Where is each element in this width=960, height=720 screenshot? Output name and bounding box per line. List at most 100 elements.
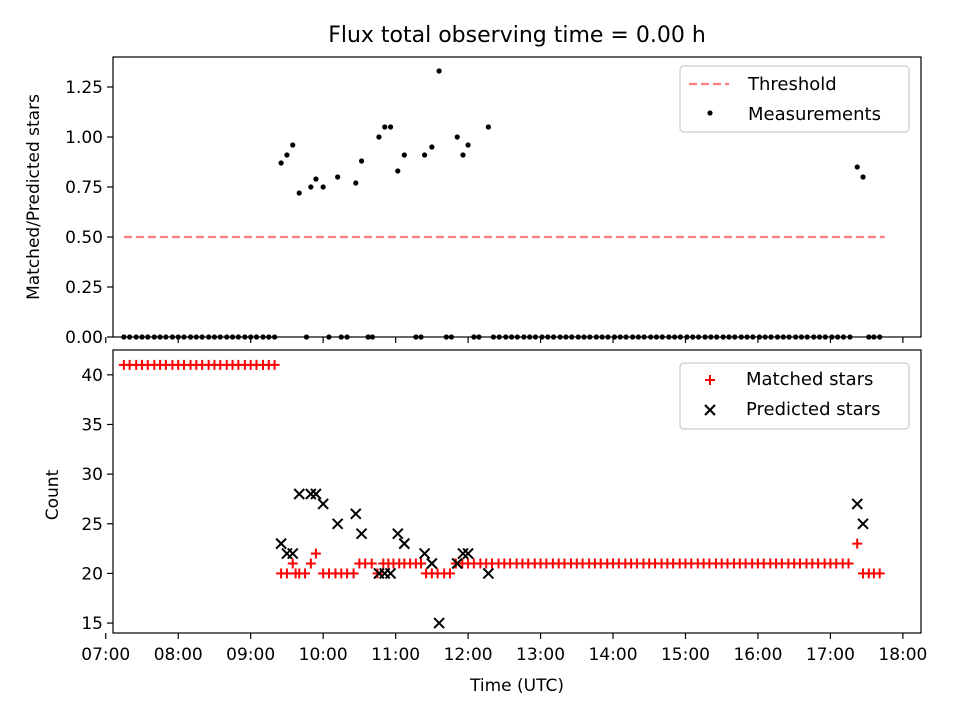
- predicted-star-point: [310, 488, 322, 500]
- bottom-y-tick-label: 40: [81, 366, 103, 386]
- measurement-point: [387, 124, 394, 130]
- x-tick-label: 12:00: [444, 645, 493, 665]
- x-tick-label: 13:00: [516, 645, 565, 665]
- matched-star-point: [852, 538, 863, 549]
- matched-star-point: [348, 568, 359, 579]
- top-y-tick-label: 1.00: [65, 128, 103, 148]
- predicted-star-point: [433, 617, 445, 629]
- measurement-point: [485, 124, 491, 130]
- legend-matched-label: Matched stars: [746, 369, 873, 390]
- matched-star-point: [874, 568, 885, 579]
- top-legend-frame: [679, 65, 910, 133]
- legend-predicted-label: Predicted stars: [746, 399, 880, 420]
- measurement-point: [465, 142, 471, 148]
- matched-star-point: [305, 558, 316, 569]
- x-tick-label: 10:00: [299, 645, 348, 665]
- predicted-star-point: [451, 557, 463, 570]
- measurement-point: [401, 152, 407, 158]
- top-y-tick-label: 0.75: [65, 178, 103, 198]
- predicted-star-point: [317, 498, 329, 510]
- predicted-star-point: [392, 527, 404, 540]
- predicted-star-point: [293, 488, 305, 500]
- predicted-star-point: [331, 518, 344, 530]
- measurement-point: [320, 184, 326, 190]
- matched-star-point: [287, 558, 298, 569]
- matched-star-point: [843, 558, 854, 569]
- top-panel: 0.00 0.25 0.50 0.75 1.00 1.25: [65, 56, 922, 348]
- measurement-point: [854, 164, 860, 170]
- measurement-point: [358, 158, 365, 164]
- top-y-tick-label: 1.25: [65, 78, 103, 98]
- predicted-star-point: [482, 567, 495, 580]
- measurement-point: [308, 184, 314, 190]
- x-tick-label: 16:00: [733, 645, 782, 665]
- legend-matched-marker: [705, 375, 715, 385]
- measurement-point: [429, 144, 435, 150]
- bottom-y-tick-label: 15: [81, 614, 103, 634]
- measurement-point: [382, 124, 388, 130]
- x-tick-label: 14:00: [589, 645, 638, 665]
- x-tick-label: 17:00: [806, 645, 855, 665]
- predicted-star-point: [384, 567, 397, 580]
- predicted-star-point: [462, 547, 474, 560]
- matched-star-point: [281, 568, 292, 579]
- legend-threshold-label: Threshold: [747, 74, 837, 95]
- measurement-point: [335, 174, 341, 180]
- x-axis-label: Time (UTC): [469, 676, 564, 696]
- top-y-axis-label: Matched/Predicted stars: [24, 94, 44, 300]
- measurement-point: [313, 176, 319, 182]
- predicted-star-point: [398, 537, 411, 550]
- bottom-legend: Matched stars Predicted stars: [679, 362, 910, 430]
- measurement-point: [460, 152, 466, 158]
- measurement-point: [353, 180, 359, 186]
- top-legend: Threshold Measurements: [679, 65, 910, 133]
- bottom-panel: 15 20 25 30 35 40 07:00 08:00 09:00 10:00 11:00 12:…: [81, 349, 927, 665]
- matched-star-point: [300, 568, 311, 579]
- predicted-star-point: [350, 508, 362, 520]
- top-y-tick-label: 0.00: [65, 328, 103, 348]
- bottom-y-axis-label: Count: [43, 469, 63, 520]
- legend-predicted-swatch: [704, 404, 716, 416]
- predicted-star-point: [355, 527, 368, 540]
- matched-star-point: [372, 568, 383, 579]
- matched-star-point: [366, 558, 377, 569]
- matched-star-point: [310, 548, 321, 559]
- matched-star-point: [269, 359, 280, 370]
- measurement-point: [395, 168, 401, 174]
- x-tick-label: 18:00: [878, 645, 927, 665]
- x-tick-label: 07:00: [81, 645, 130, 665]
- top-plot-frame: [112, 56, 922, 338]
- predicted-star-point: [857, 518, 869, 530]
- predicted-star-point: [418, 547, 431, 560]
- measurement-point: [284, 152, 290, 158]
- predicted-star-point: [275, 537, 287, 550]
- top-y-tick-label: 0.25: [65, 278, 103, 298]
- measurement-point: [278, 160, 284, 166]
- bottom-y-tick-label: 35: [81, 415, 103, 435]
- matched-star-point: [444, 568, 455, 579]
- top-y-tick-label: 0.50: [65, 228, 103, 248]
- measurement-point: [422, 152, 428, 158]
- measurement-point: [454, 134, 460, 140]
- x-tick-label: 08:00: [154, 645, 203, 665]
- bottom-y-tick-label: 30: [81, 465, 103, 485]
- predicted-star-point: [851, 498, 863, 510]
- measurement-point: [436, 68, 442, 74]
- chart-title: Flux total observing time = 0.00 h: [328, 23, 706, 48]
- measurement-point: [860, 174, 866, 180]
- bottom-plot-frame: [112, 349, 922, 634]
- predicted-star-point: [426, 557, 438, 570]
- legend-predicted-marker: [704, 404, 716, 416]
- x-tick-label: 11:00: [371, 645, 420, 665]
- legend-measurements-swatch: [707, 110, 713, 116]
- x-tick-label: 09:00: [226, 645, 275, 665]
- matched-star-point: [415, 558, 426, 569]
- bottom-y-tick-label: 20: [81, 564, 103, 584]
- x-tick-label: 15:00: [661, 645, 710, 665]
- legend-measurements-label: Measurements: [748, 104, 881, 125]
- bottom-legend-frame: [679, 362, 910, 430]
- predicted-star-point: [457, 547, 469, 560]
- measurement-point: [290, 142, 296, 148]
